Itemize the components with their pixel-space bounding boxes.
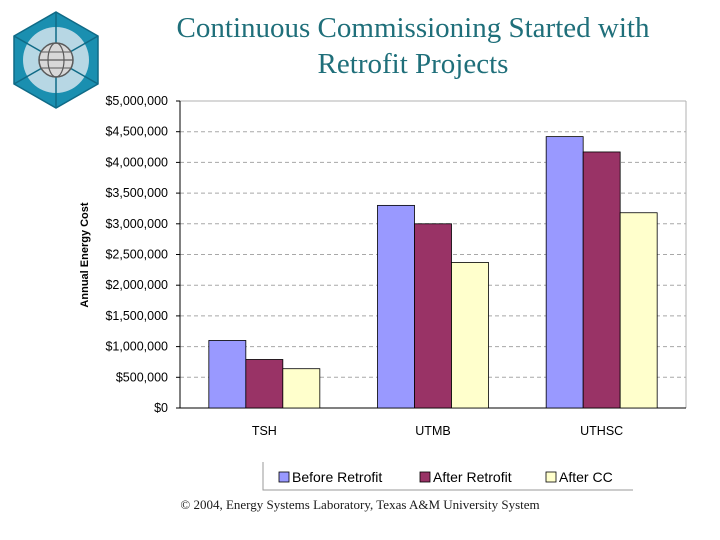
bar-tsh-after-cc — [282, 368, 321, 409]
title-line-2: Retrofit Projects — [317, 48, 509, 80]
y-tick-label: $1,500,000 — [105, 309, 168, 323]
y-tick-label: $0 — [154, 401, 168, 415]
y-tick-label: $4,000,000 — [105, 155, 168, 169]
legend-label: Before Retrofit — [292, 469, 382, 485]
bar-uthsc-after-cc — [619, 212, 658, 409]
x-category-label: UTMB — [415, 424, 450, 438]
y-tick-label: $500,000 — [116, 370, 168, 384]
copyright-footer: © 2004, Energy Systems Laboratory, Texas… — [180, 497, 540, 512]
bar-utmb-after-cc — [451, 262, 489, 409]
lab-logo-icon — [13, 11, 99, 109]
bar-tsh-after-retrofit — [245, 359, 284, 409]
bar-tsh-before-retrofit — [208, 340, 247, 409]
bar-utmb-after-retrofit — [414, 223, 452, 409]
bar-utmb-before-retrofit — [377, 204, 415, 409]
legend-label: After CC — [559, 469, 613, 485]
legend-swatch — [545, 471, 557, 483]
y-tick-label: $4,500,000 — [105, 125, 168, 139]
legend-frame — [262, 462, 633, 491]
title-line-1: Continuous Commissioning Started with — [176, 12, 650, 44]
bar-uthsc-before-retrofit — [545, 136, 584, 409]
y-tick-label: $1,000,000 — [105, 340, 168, 354]
x-category-label: UTHSC — [580, 424, 623, 438]
x-category-label: TSH — [252, 424, 277, 438]
legend-swatch — [278, 471, 290, 483]
page-title: Continuous Commissioning Started with Re… — [118, 10, 708, 82]
y-axis-label: Annual Energy Cost — [79, 202, 91, 307]
y-tick-label: $3,000,000 — [105, 217, 168, 231]
legend-swatch — [419, 471, 431, 483]
y-tick-label: $2,500,000 — [105, 248, 168, 262]
y-tick-label: $5,000,000 — [105, 94, 168, 108]
y-tick-label: $3,500,000 — [105, 186, 168, 200]
bar-uthsc-after-retrofit — [582, 151, 621, 409]
legend-label: After Retrofit — [433, 469, 512, 485]
y-tick-label: $2,000,000 — [105, 278, 168, 292]
